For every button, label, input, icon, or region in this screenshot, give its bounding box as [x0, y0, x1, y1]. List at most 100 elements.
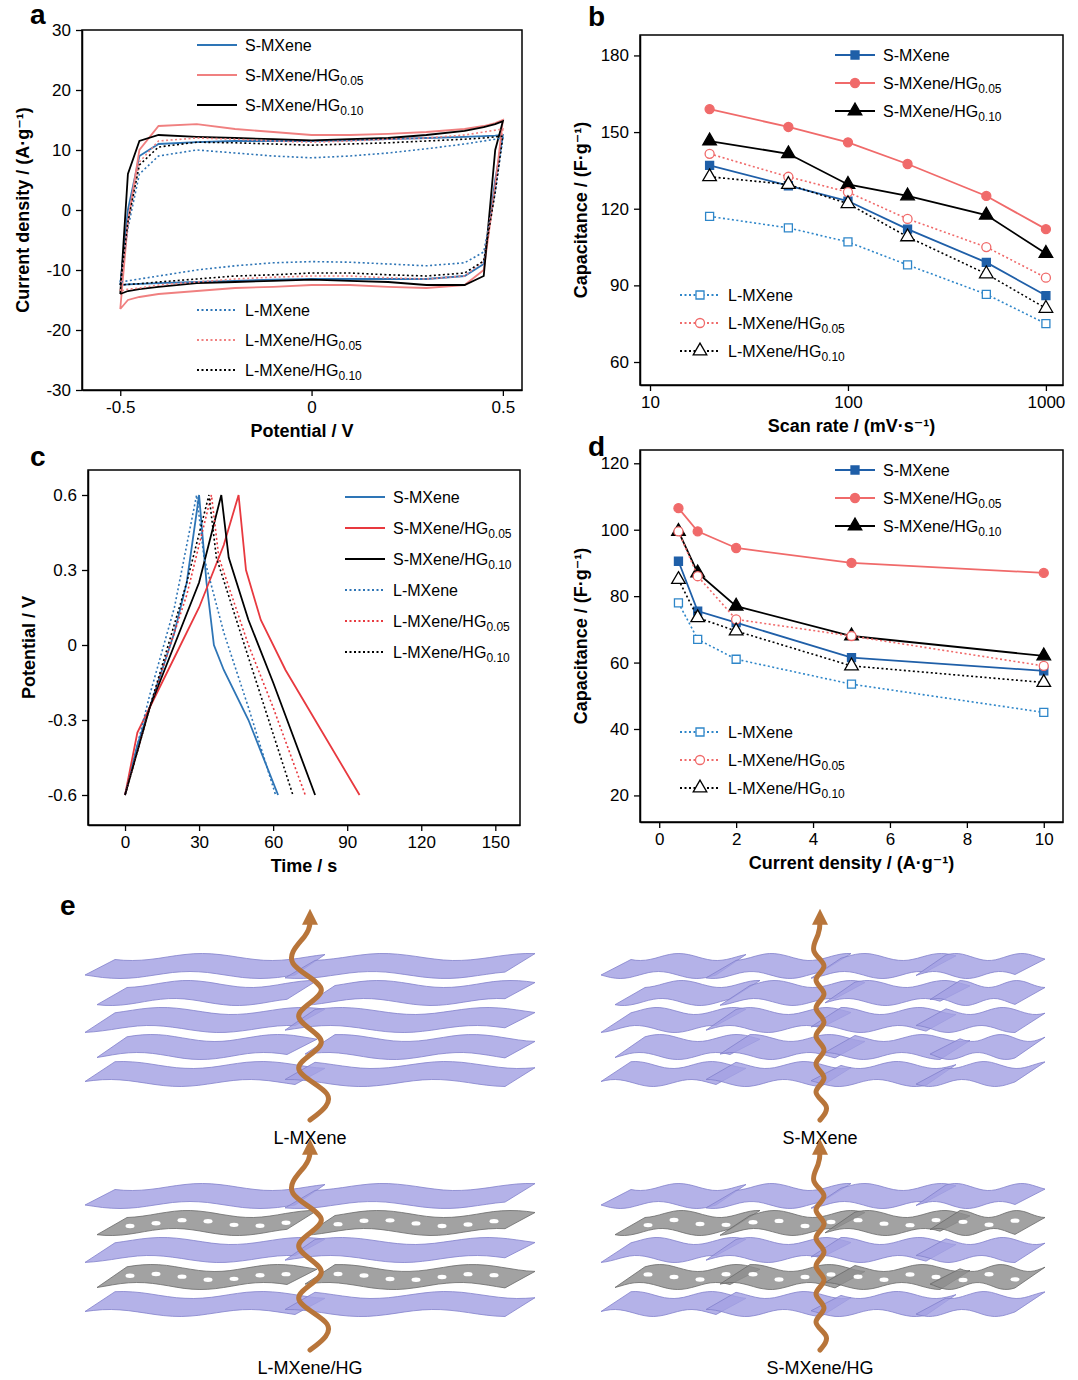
graphene-hole: [438, 1224, 447, 1228]
graphene-hole: [412, 1278, 421, 1282]
data-point: [841, 196, 855, 208]
tick: 100: [834, 385, 862, 412]
graphene-hole: [722, 1223, 731, 1227]
tick-label: 0: [307, 398, 316, 417]
tick-mark: [76, 210, 82, 211]
schematic-label: L-MXene: [273, 1128, 346, 1148]
axis-line: [88, 471, 90, 826]
tick-label: 10: [641, 393, 660, 412]
tick-label: 60: [264, 833, 283, 852]
plot-area: [672, 504, 1051, 717]
series-line: [710, 141, 1046, 253]
data-point: [1041, 273, 1050, 282]
tick-label: 40: [610, 720, 629, 739]
panel-d: 024681020406080100120Current density / (…: [571, 431, 1064, 873]
tick: 0.6: [53, 486, 88, 505]
tick-label: 0: [121, 833, 130, 852]
legend-item: S-MXene/HG0.10: [835, 518, 1002, 539]
axis-line: [640, 451, 642, 823]
ion-path-arrow: [291, 1150, 328, 1350]
data-point: [1037, 648, 1051, 660]
legend-label: S-MXene/HG0.10: [883, 518, 1002, 539]
graphene-hole: [906, 1272, 915, 1276]
legend-item: L-MXene/HG0.05: [197, 332, 362, 353]
tick-label: 6: [886, 830, 895, 849]
legend-label: L-MXene/HG0.10: [245, 362, 362, 383]
legend-label: S-MXene/HG0.05: [245, 67, 364, 88]
graphene-hole: [932, 1218, 941, 1222]
data-point: [904, 261, 912, 269]
tick-label: 30: [52, 21, 71, 40]
x-axis: 0306090120150: [89, 825, 521, 852]
y-axis-title: Current density / (A·g⁻¹): [13, 107, 33, 313]
tick-mark: [347, 825, 348, 831]
graphene-hole: [696, 1222, 705, 1226]
panel-label: e: [60, 890, 76, 921]
series-line: [710, 165, 1046, 295]
legend-swatch: [345, 651, 385, 653]
series-line: [120, 138, 503, 282]
series-line: [125, 495, 293, 795]
legend-item: S-MXene/HG0.05: [197, 67, 364, 88]
data-point: [1039, 661, 1048, 670]
legend: S-MXeneS-MXene/HG0.05S-MXene/HG0.10L-MXe…: [345, 489, 512, 665]
plot-frame: [82, 30, 522, 390]
legend-swatch: [345, 620, 385, 622]
data-point: [845, 628, 859, 640]
data-point: [1037, 675, 1051, 687]
tick: 4: [809, 822, 818, 849]
tick: 10: [52, 141, 82, 160]
tick-label: 150: [601, 123, 629, 142]
tick: 6: [886, 822, 895, 849]
schematic-label: L-MXene/HG: [257, 1358, 362, 1378]
data-point: [982, 243, 991, 252]
tick: 0: [307, 390, 316, 417]
panel-label: d: [588, 431, 605, 462]
mxene-sheet: [305, 1035, 535, 1060]
series-line: [120, 120, 503, 309]
tick-label: 120: [408, 833, 436, 852]
tick-mark: [82, 645, 88, 646]
graphene-hole: [282, 1272, 291, 1276]
x-axis-title: Scan rate / (mV·s⁻¹): [768, 416, 936, 436]
data-point: [672, 524, 686, 536]
tick-label: 0: [655, 830, 664, 849]
tick-mark: [634, 530, 640, 531]
panel-e: eL-MXeneS-MXeneL-MXene/HGS-MXene/HG: [60, 890, 1045, 1378]
legend-label: L-MXene: [245, 302, 310, 319]
mxene-sheet: [916, 1008, 1045, 1033]
data-point: [703, 169, 717, 181]
x-axis: 101001000: [641, 385, 1066, 412]
graphene-hole: [360, 1219, 369, 1223]
tick: 10: [641, 385, 660, 412]
graphene-hole: [334, 1222, 343, 1226]
data-point: [694, 635, 702, 643]
mxene-sheet: [930, 1035, 1045, 1060]
legend-item: L-MXene/HG0.10: [197, 362, 362, 383]
data-point: [674, 599, 682, 607]
tick-label: -0.6: [48, 786, 77, 805]
legend-marker: [851, 466, 859, 474]
legend-item: S-MXene/HG0.10: [197, 97, 364, 118]
data-point: [705, 149, 714, 158]
legend-marker: [848, 103, 862, 115]
mxene-sheet: [916, 1184, 1045, 1209]
mxene-sheet: [305, 981, 535, 1006]
data-point: [982, 191, 991, 200]
graphene-hole: [126, 1273, 135, 1277]
data-point: [1039, 568, 1048, 577]
tick-mark: [634, 795, 640, 796]
tick: 120: [601, 200, 640, 219]
legend-label: S-MXene/HG0.10: [245, 97, 364, 118]
tick-mark: [82, 720, 88, 721]
figure: -0.500.5-30-20-100102030Potential / VCur…: [0, 0, 1078, 1380]
x-axis: -0.500.5: [83, 390, 523, 417]
tick-mark: [1044, 822, 1045, 828]
axis-line: [641, 822, 1064, 824]
graphene-hole: [959, 1278, 968, 1282]
tick-label: 80: [610, 587, 629, 606]
legend: L-MXeneL-MXene/HG0.05L-MXene/HG0.10: [680, 724, 845, 801]
y-axis: -0.6-0.300.30.6: [48, 471, 89, 826]
tick: 0: [62, 201, 82, 220]
tick: -0.3: [48, 711, 88, 730]
